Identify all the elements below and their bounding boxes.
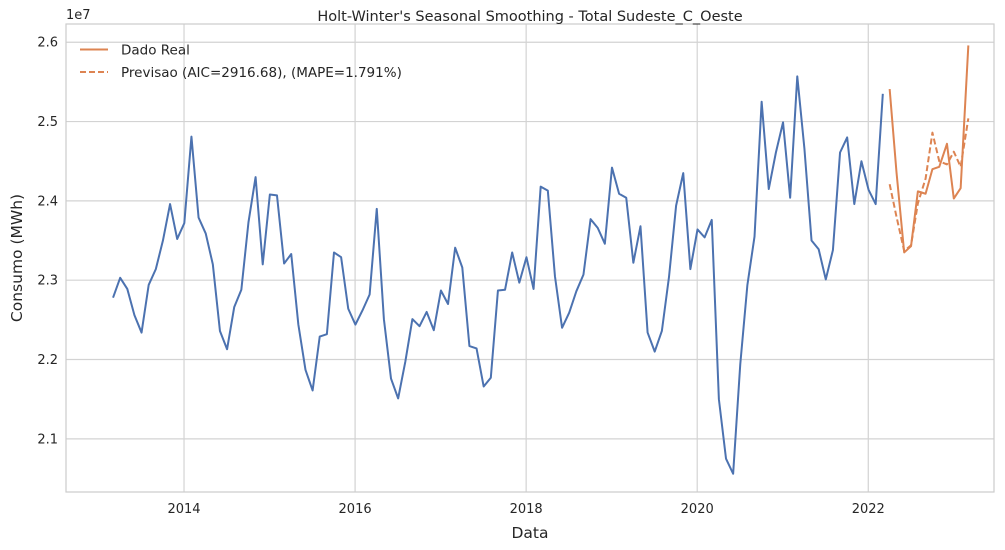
- series-line-treino: [112, 75, 884, 475]
- x-tick-label: 2018: [510, 502, 543, 517]
- x-axis-ticks: 2014 2016 2018 2020 2022: [167, 502, 884, 517]
- legend-label-dado-real: Dado Real: [121, 43, 190, 59]
- series-dado-real: [888, 45, 970, 254]
- x-axis-label: Data: [511, 524, 548, 542]
- y-tick-label: 2.5: [37, 115, 58, 130]
- y-tick-label: 2.6: [37, 36, 58, 51]
- x-tick-label: 2020: [681, 502, 714, 517]
- y-tick-label: 2.2: [37, 353, 58, 368]
- series-line-dado-real: [888, 45, 970, 254]
- y-tick-label: 2.3: [37, 274, 58, 289]
- x-tick-label: 2022: [852, 502, 885, 517]
- legend-label-previsao: Previsao (AIC=2916.68), (MAPE=1.791%): [121, 65, 402, 81]
- x-tick-label: 2016: [339, 502, 372, 517]
- y-axis-ticks: 2.1 2.2 2.3 2.4 2.5 2.6: [37, 36, 58, 448]
- plot-frame: [65, 23, 995, 493]
- y-tick-label: 2.4: [37, 194, 58, 209]
- y-tick-label: 2.1: [37, 432, 58, 447]
- y-axis-label: Consumo (MWh): [8, 194, 26, 322]
- legend: Dado Real Previsao (AIC=2916.68), (MAPE=…: [80, 43, 402, 81]
- series-group: [112, 45, 970, 475]
- grid: [66, 24, 994, 492]
- chart-title: Holt-Winter's Seasonal Smoothing - Total…: [317, 9, 742, 25]
- series-line-previsao-aic: [888, 118, 970, 252]
- series-treino: [112, 75, 884, 475]
- x-tick-label: 2014: [167, 502, 200, 517]
- series-previsao-aic: [888, 118, 970, 252]
- y-offset-label: 1e7: [66, 8, 91, 23]
